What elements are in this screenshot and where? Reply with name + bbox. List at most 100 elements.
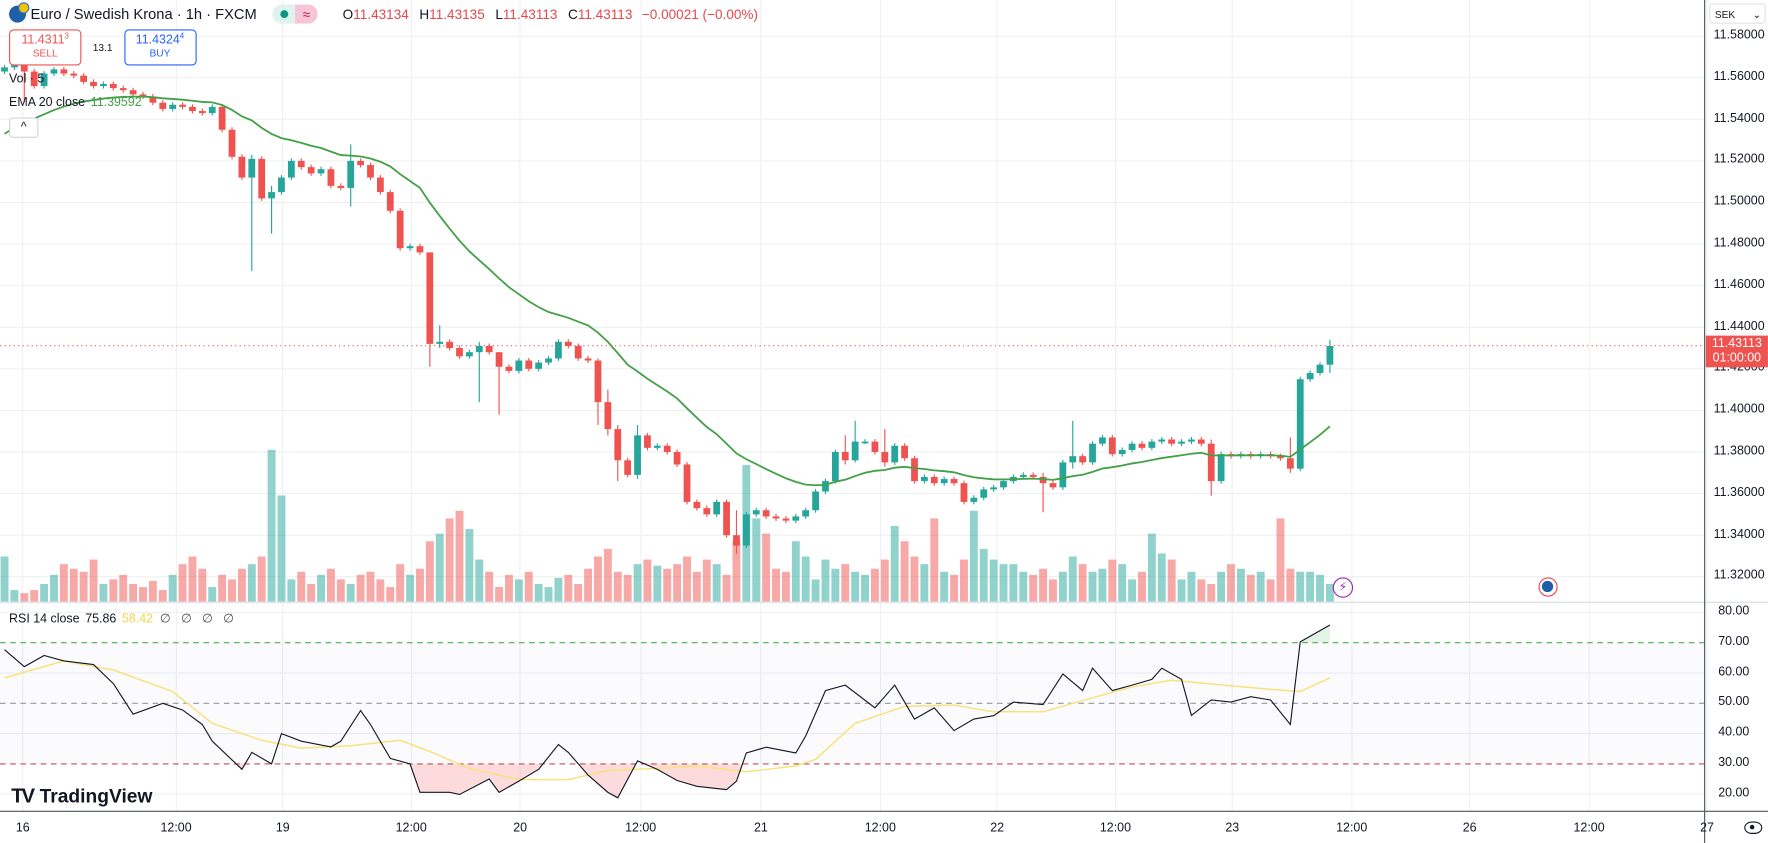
candle bbox=[50, 66, 58, 77]
candle bbox=[426, 252, 434, 367]
rsi-axis-label: 60.00 bbox=[1718, 665, 1750, 679]
candle bbox=[1079, 453, 1087, 465]
volume-bar bbox=[336, 579, 345, 603]
candle bbox=[258, 156, 266, 201]
rsi-axis-label: 50.00 bbox=[1718, 695, 1750, 709]
volume-bar bbox=[851, 571, 860, 603]
candle bbox=[920, 474, 928, 484]
time-axis-label: 19 bbox=[275, 821, 290, 836]
candle-body bbox=[742, 514, 750, 546]
candle bbox=[80, 73, 88, 85]
rsi-oversold-fill bbox=[4, 763, 1330, 798]
volume-bar bbox=[1118, 564, 1127, 603]
market-open-icon[interactable] bbox=[272, 4, 296, 24]
candle bbox=[891, 443, 899, 465]
candle-body bbox=[416, 246, 424, 253]
ema-line bbox=[4, 95, 1331, 487]
candle-body bbox=[1079, 456, 1087, 463]
tradingview-logo[interactable]: TV TradingView bbox=[11, 784, 152, 808]
volume-bar bbox=[1306, 571, 1315, 603]
candle bbox=[189, 104, 196, 114]
market-status[interactable]: ≈ bbox=[272, 4, 318, 24]
candle-body bbox=[930, 476, 938, 484]
eur-sek-flag-icon bbox=[9, 2, 30, 23]
candle bbox=[1, 64, 8, 75]
volume-bar bbox=[376, 579, 385, 603]
volume-bar bbox=[297, 571, 306, 603]
volume-bar bbox=[1049, 579, 1057, 603]
candle bbox=[614, 424, 622, 482]
close-value: 11.43113 bbox=[577, 6, 633, 23]
eye-icon[interactable] bbox=[1744, 821, 1763, 834]
candle bbox=[980, 486, 988, 501]
candle bbox=[683, 461, 691, 505]
candle bbox=[752, 507, 760, 517]
sell-button[interactable]: 11.43113 SELL bbox=[9, 29, 82, 66]
candle bbox=[70, 71, 78, 79]
candle bbox=[841, 435, 849, 465]
price-axis-label: 11.34000 bbox=[1713, 527, 1765, 541]
candle bbox=[30, 69, 38, 89]
candle-body bbox=[772, 516, 780, 519]
collapse-legend-button[interactable]: ^ bbox=[9, 117, 39, 138]
candle bbox=[307, 164, 315, 176]
volume-bar bbox=[1098, 568, 1107, 603]
candle bbox=[218, 104, 226, 133]
volume-bar bbox=[1227, 564, 1235, 603]
currency-dropdown[interactable]: SEK ⌄ bbox=[1709, 3, 1766, 24]
volume-bar bbox=[139, 587, 147, 603]
volume-bar bbox=[465, 529, 474, 603]
candle bbox=[851, 420, 859, 463]
delayed-data-icon[interactable]: ≈ bbox=[295, 4, 318, 24]
ema-legend[interactable]: EMA 20 close 11.39592 bbox=[9, 96, 142, 110]
rsi-legend[interactable]: RSI 14 close 75.86 58.42 ∅ ∅ ∅ ∅ bbox=[9, 611, 237, 626]
low-value: 11.43113 bbox=[502, 6, 558, 23]
time-axis-label: 12:00 bbox=[1099, 821, 1132, 836]
volume-legend[interactable]: Vol · 5 bbox=[9, 72, 44, 86]
volume-bar bbox=[40, 583, 49, 603]
candle bbox=[139, 91, 147, 99]
candle-body bbox=[713, 501, 721, 515]
candle-body bbox=[495, 352, 503, 367]
candle-body bbox=[644, 435, 651, 448]
volume-bar bbox=[1177, 579, 1186, 603]
volume-bar bbox=[406, 574, 415, 603]
volume-bar bbox=[0, 556, 9, 603]
rsi-axis-label: 70.00 bbox=[1718, 634, 1750, 649]
buy-button[interactable]: 11.43244 BUY bbox=[123, 29, 197, 66]
volume-bar bbox=[178, 564, 187, 603]
volume-bar bbox=[584, 568, 593, 603]
candle-body bbox=[545, 358, 552, 363]
symbol-title[interactable]: Euro / Swedish Krona · 1h · FXCM bbox=[30, 5, 257, 23]
candle-body bbox=[881, 452, 889, 463]
price-axis-label: 11.38000 bbox=[1713, 444, 1765, 458]
volume-bar bbox=[277, 495, 286, 603]
lightning-event-icon[interactable]: ⚡ bbox=[1332, 577, 1354, 598]
volume-bar bbox=[594, 556, 602, 603]
volume-bar bbox=[890, 526, 899, 603]
candle bbox=[149, 93, 157, 106]
volume-bar bbox=[1316, 574, 1324, 603]
volume-bar bbox=[326, 568, 335, 603]
eu-event-icon[interactable] bbox=[1538, 577, 1558, 597]
volume-bar bbox=[257, 556, 266, 603]
ema-value: 11.39592 bbox=[90, 96, 142, 110]
candle bbox=[1197, 437, 1205, 447]
candle-body bbox=[1019, 474, 1027, 477]
candle-body bbox=[673, 452, 681, 465]
candle bbox=[653, 443, 661, 451]
candle bbox=[100, 81, 107, 89]
volume-bar bbox=[683, 556, 691, 603]
candle-body bbox=[198, 111, 206, 114]
volume-bar bbox=[188, 556, 197, 603]
candle-body bbox=[406, 246, 414, 249]
candle-body bbox=[901, 445, 908, 459]
price-axis-label: 11.46000 bbox=[1713, 277, 1765, 292]
candle bbox=[1069, 420, 1077, 469]
candle bbox=[792, 513, 800, 524]
candle bbox=[624, 457, 632, 478]
candle-body bbox=[1207, 443, 1215, 482]
candle-body bbox=[466, 352, 473, 357]
price-axis-label: 11.44000 bbox=[1713, 319, 1765, 333]
